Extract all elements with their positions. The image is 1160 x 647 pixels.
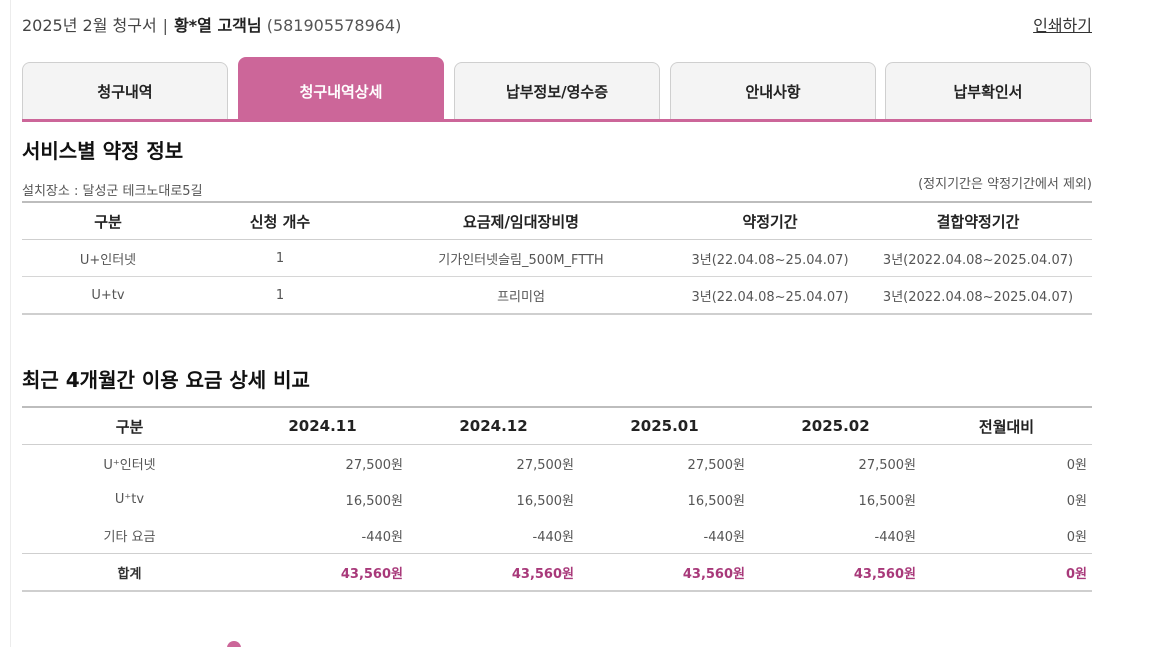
cell-bundle-period: 3년(2022.04.08~2025.04.07) (864, 239, 1092, 277)
tab-payment-confirmation[interactable]: 납부확인서 (885, 62, 1091, 119)
table-row: U+인터넷 1 기가인터넷슬림_500M_FTTH 3년(22.04.08~25… (22, 239, 1092, 277)
col-bundle-period: 결합약정기간 (864, 201, 1092, 240)
cell-amount: 27,500원 (687, 457, 745, 473)
total-amount: 43,560원 (237, 553, 408, 592)
cell-amount: -440원 (874, 529, 916, 545)
comparison-header-row: 구분 2024.11 2024.12 2025.01 2025.02 전월대비 (22, 406, 1092, 445)
total-amount: 43,560원 (408, 553, 579, 592)
cell-amount: 27,500원 (345, 457, 403, 473)
col-month: 2025.01 (579, 406, 750, 445)
cell-change: 0원 (1066, 529, 1087, 545)
table-row: U⁺인터넷 27,500원 27,500원 27,500원 27,500원 0원 (22, 445, 1092, 482)
col-change: 전월대비 (921, 406, 1092, 445)
cell-change: 0원 (1066, 493, 1087, 509)
comparison-table: 구분 2024.11 2024.12 2025.01 2025.02 전월대비 … (22, 406, 1092, 592)
cell-category: U⁺인터넷 (103, 457, 156, 473)
col-month: 2024.11 (237, 406, 408, 445)
tab-billing-history[interactable]: 청구내역 (22, 62, 228, 119)
col-month: 2024.12 (408, 406, 579, 445)
total-label: 합계 (22, 553, 237, 592)
table-row: U⁺tv 16,500원 16,500원 16,500원 16,500원 0원 (22, 481, 1092, 517)
comparison-section-title: 최근 4개월간 이용 요금 상세 비교 (22, 368, 310, 392)
bill-header: 2025년 2월 청구서 | 황*열 고객님 (581905578964) 인쇄하기 (22, 10, 1092, 36)
install-location: 설치장소 : 달성군 테크노대로5길 (22, 184, 203, 199)
bill-title: 2025년 2월 청구서 (22, 16, 157, 35)
cell-change: 0원 (1066, 457, 1087, 473)
suspension-note: (정지기간은 약정기간에서 제외) (918, 177, 1092, 192)
cell-bundle-period: 3년(2022.04.08~2025.04.07) (864, 276, 1092, 315)
cell-amount: 16,500원 (345, 493, 403, 509)
cell-count: 1 (194, 276, 366, 315)
contract-table: 구분 신청 개수 요금제/임대장비명 약정기간 결합약정기간 U+인터넷 1 기… (22, 201, 1092, 315)
bill-title-line: 2025년 2월 청구서 | 황*열 고객님 (581905578964) (22, 12, 401, 36)
cell-amount: -440원 (703, 529, 745, 545)
col-plan: 요금제/임대장비명 (366, 201, 676, 240)
customer-number: (581905578964) (266, 16, 402, 35)
cell-amount: 27,500원 (516, 457, 574, 473)
cell-category: U⁺tv (114, 491, 145, 507)
pink-dot-marker (227, 641, 241, 647)
col-period: 약정기간 (676, 201, 864, 240)
col-count: 신청 개수 (194, 201, 366, 240)
customer-name: 황*열 고객님 (174, 16, 262, 35)
cell-amount: 16,500원 (858, 493, 916, 509)
cell-category: U+인터넷 (22, 239, 194, 277)
title-separator: | (162, 16, 169, 35)
tab-payment-receipt[interactable]: 납부정보/영수증 (454, 62, 660, 119)
cell-count: 1 (194, 239, 366, 277)
total-change: 0원 (921, 553, 1092, 592)
tab-notices[interactable]: 안내사항 (670, 62, 876, 119)
cell-period: 3년(22.04.08~25.04.07) (676, 276, 864, 315)
total-row: 합계 43,560원 43,560원 43,560원 43,560원 0원 (22, 553, 1092, 592)
cell-period: 3년(22.04.08~25.04.07) (676, 239, 864, 277)
cell-category: U+tv (22, 276, 194, 315)
cell-amount: 27,500원 (858, 457, 916, 473)
cell-amount: -440원 (532, 529, 574, 545)
cell-plan: 기가인터넷슬림_500M_FTTH (366, 239, 676, 277)
cell-plan: 프리미엄 (366, 276, 676, 315)
cell-amount: -440원 (361, 529, 403, 545)
table-row: U+tv 1 프리미엄 3년(22.04.08~25.04.07) 3년(202… (22, 276, 1092, 315)
col-category: 구분 (22, 406, 237, 445)
print-link[interactable]: 인쇄하기 (1033, 16, 1092, 35)
cell-amount: 16,500원 (516, 493, 574, 509)
col-category: 구분 (22, 201, 194, 240)
total-amount: 43,560원 (750, 553, 921, 592)
contract-section-title: 서비스별 약정 정보 (22, 139, 184, 163)
left-divider (10, 0, 11, 647)
col-month: 2025.02 (750, 406, 921, 445)
tab-underline (22, 119, 1092, 122)
contract-header-row: 구분 신청 개수 요금제/임대장비명 약정기간 결합약정기간 (22, 201, 1092, 240)
bill-tabs: 청구내역 청구내역상세 납부정보/영수증 안내사항 납부확인서 (22, 57, 1092, 123)
tab-billing-detail[interactable]: 청구내역상세 (238, 57, 444, 119)
cell-category: 기타 요금 (103, 529, 156, 545)
total-amount: 43,560원 (579, 553, 750, 592)
table-row: 기타 요금 -440원 -440원 -440원 -440원 0원 (22, 517, 1092, 554)
cell-amount: 16,500원 (687, 493, 745, 509)
